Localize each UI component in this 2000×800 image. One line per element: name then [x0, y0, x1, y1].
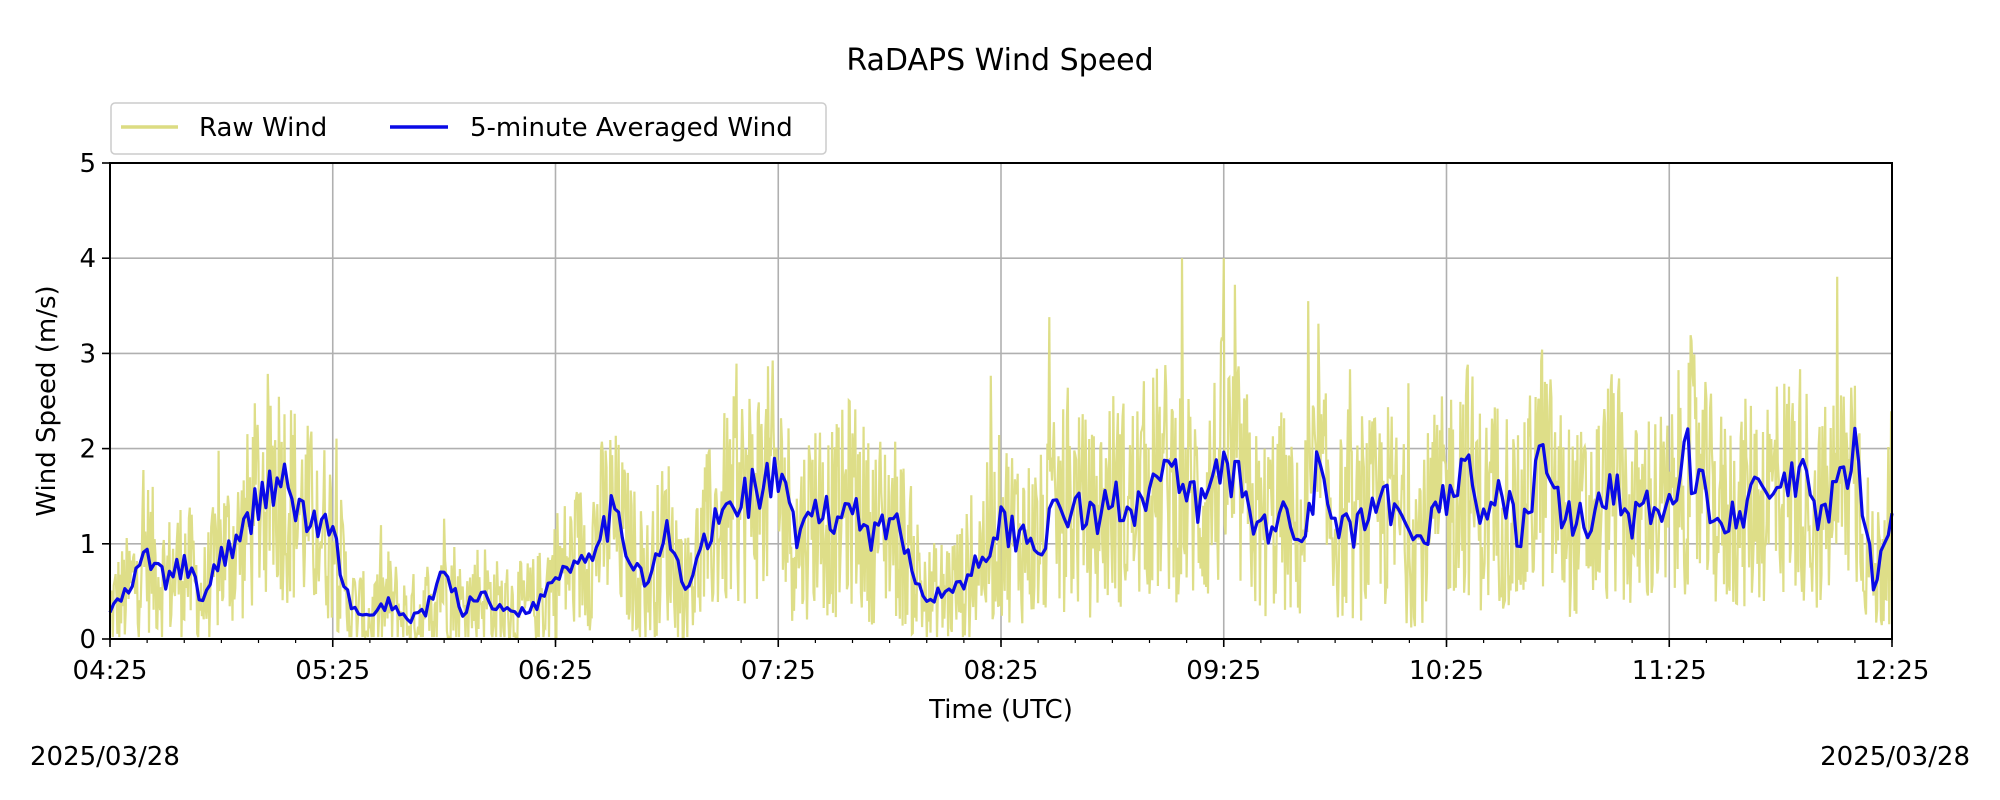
y-axis-label: Wind Speed (m/s): [32, 285, 62, 516]
averaged-wind-line: [108, 426, 1894, 625]
x-tick-label: 09:25: [1186, 656, 1261, 686]
raw-wind-line: [109, 258, 1894, 641]
date-left: 2025/03/28: [30, 742, 180, 772]
chart-title: RaDAPS Wind Speed: [846, 43, 1153, 78]
x-tick-label: 04:25: [73, 656, 148, 686]
x-axis-ticks: 04:25 05:25 06:25 07:25 08:25 09:25 10:25 11:25…: [73, 639, 1930, 686]
x-tick-label: 12:25: [1855, 656, 1930, 686]
y-tick-label: 2: [79, 435, 96, 465]
x-tick-label: 06:25: [518, 656, 593, 686]
y-tick-label: 1: [79, 530, 96, 560]
x-tick-label: 11:25: [1632, 656, 1707, 686]
y-tick-label: 3: [79, 339, 96, 369]
x-tick-label: 10:25: [1409, 656, 1484, 686]
legend-box: [110, 102, 827, 155]
raw-wind-series: [109, 258, 1894, 641]
x-tick-label: 08:25: [964, 656, 1039, 686]
x-axis-label: Time (UTC): [928, 695, 1073, 725]
y-tick-label: 4: [79, 244, 96, 274]
y-tick-label: 0: [79, 625, 96, 655]
y-tick-label: 5: [79, 149, 96, 179]
x-tick-label: 05:25: [295, 656, 370, 686]
averaged-wind-series: [108, 426, 1894, 625]
legend: Raw Wind 5-minute Averaged Wind: [110, 102, 827, 155]
x-tick-label: 07:25: [741, 656, 816, 686]
legend-avg-label: 5-minute Averaged Wind: [470, 113, 793, 143]
legend-raw-label: Raw Wind: [199, 113, 327, 143]
y-axis-ticks: 0 1 2 3 4 5: [79, 149, 110, 655]
date-right: 2025/03/28: [1820, 742, 1970, 772]
